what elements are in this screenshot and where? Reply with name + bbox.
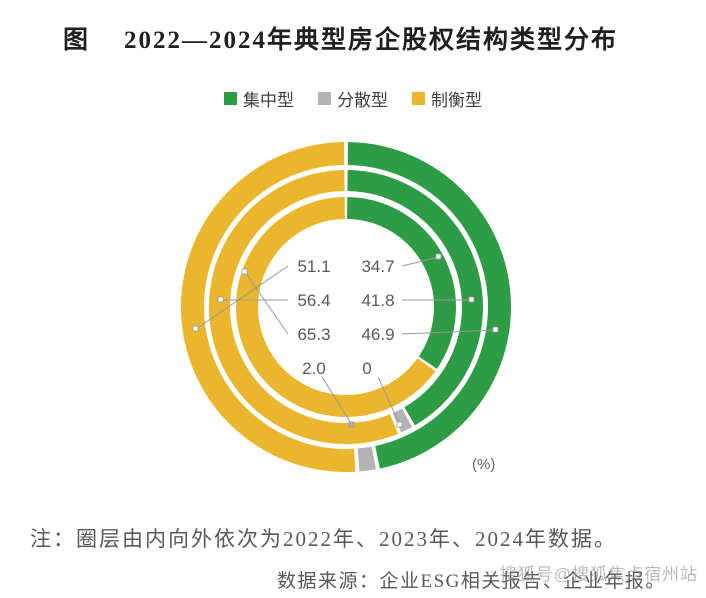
legend-item-balanced: 制衡型 bbox=[412, 86, 482, 111]
legend-label-balanced: 制衡型 bbox=[431, 91, 482, 110]
value-label-balanced-2023: 56.4 bbox=[297, 291, 331, 310]
leader-line bbox=[401, 256, 440, 267]
leader-marker bbox=[241, 268, 248, 275]
value-label-dispersed: 2.0 bbox=[302, 359, 326, 378]
leader-marker bbox=[348, 421, 355, 428]
leader-line bbox=[401, 329, 497, 335]
leader-marker bbox=[396, 421, 403, 428]
leader-line bbox=[377, 376, 401, 426]
legend-item-dispersed: 分散型 bbox=[318, 86, 388, 111]
donut-segment-2023-集中型 bbox=[347, 170, 483, 426]
legend-label-dispersed: 分散型 bbox=[337, 91, 388, 110]
leader-line bbox=[321, 376, 353, 426]
legend: 集中型 分散型 制衡型 bbox=[0, 86, 706, 111]
legend-item-concentrated: 集中型 bbox=[224, 86, 294, 111]
donut-segment-2024-集中型 bbox=[347, 142, 511, 469]
leader-marker bbox=[468, 296, 475, 303]
leader-lines bbox=[192, 253, 499, 428]
footnote: 注：圈层由内向外依次为2022年、2023年、2024年数据。 bbox=[30, 527, 617, 551]
leader-line bbox=[244, 271, 289, 335]
donut-segment-2022-制衡型 bbox=[236, 197, 436, 417]
value-label-balanced-2022: 65.3 bbox=[297, 325, 331, 344]
leader-marker bbox=[192, 325, 199, 332]
legend-swatch-concentrated bbox=[224, 92, 237, 105]
legend-label-concentrated: 集中型 bbox=[243, 91, 294, 110]
title-prefix: 图 bbox=[63, 27, 91, 54]
legend-swatch-balanced bbox=[412, 92, 425, 105]
donut-segment-2023-制衡型 bbox=[209, 170, 399, 444]
legend-swatch-dispersed bbox=[318, 92, 331, 105]
leader-marker bbox=[435, 253, 442, 260]
value-label-concentrated-2023: 41.8 bbox=[361, 291, 395, 310]
watermark: 搜狐号@搜狐焦点宿州站 bbox=[499, 565, 698, 584]
unit-label: (%) bbox=[472, 456, 496, 473]
value-label-balanced-2024: 51.1 bbox=[297, 257, 331, 276]
value-label-concentrated-2022: 34.7 bbox=[361, 257, 395, 276]
value-label-dispersed-zero: 0 bbox=[362, 359, 372, 378]
leader-line bbox=[195, 265, 289, 330]
donut-chart bbox=[181, 142, 511, 472]
donut-segment-2024-制衡型 bbox=[181, 142, 356, 472]
donut-segment-2022-集中型 bbox=[346, 197, 456, 369]
donut-segment-2024-分散型 bbox=[357, 446, 376, 472]
title-text: 2022—2024年典型房企股权结构类型分布 bbox=[124, 27, 619, 54]
leader-marker bbox=[217, 296, 224, 303]
leader-marker bbox=[492, 326, 499, 333]
source-note: 数据来源：企业ESG相关报告、企业年报。 bbox=[277, 571, 666, 592]
value-label-concentrated-2024: 46.9 bbox=[361, 325, 395, 344]
chart-title: 图 2022—2024年典型房企股权结构类型分布 bbox=[63, 20, 618, 56]
